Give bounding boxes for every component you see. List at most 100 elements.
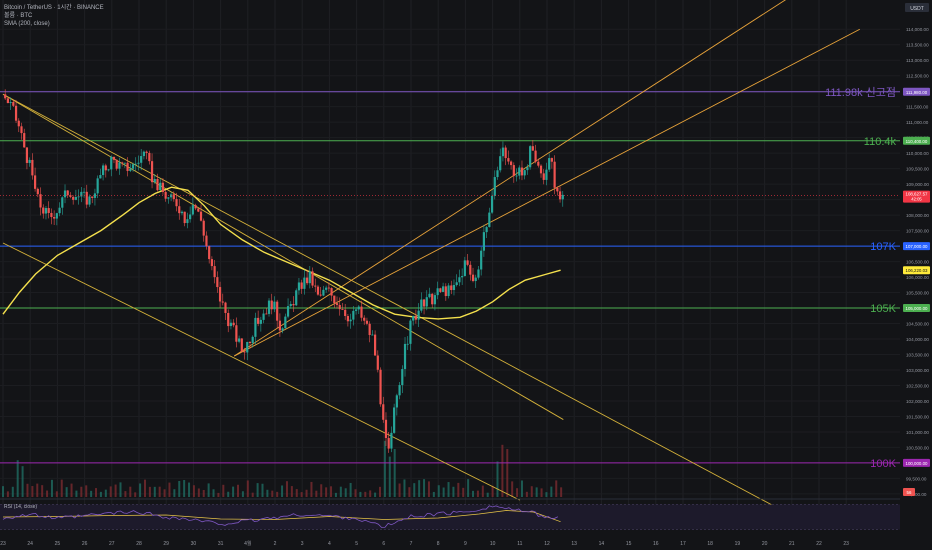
volume-bar	[207, 483, 210, 497]
volume-bar	[550, 486, 553, 497]
volume-bar	[496, 461, 499, 497]
candle-body	[341, 309, 344, 310]
candle-body	[539, 165, 543, 174]
candle-body	[305, 277, 309, 284]
volume-bar	[271, 490, 274, 497]
candle-body	[39, 194, 42, 208]
candle-body	[257, 317, 260, 324]
time-tick-label: 25	[55, 541, 61, 547]
candle-body	[518, 167, 521, 176]
volume-bar	[178, 480, 181, 497]
candle-body	[531, 146, 534, 151]
time-tick-label: 18	[707, 541, 713, 547]
time-axis: 23 24 25 26 27 28 29 30 31 4월 2 3 4 5 6 7 8 9 10 11 12 13 14 15…	[0, 535, 900, 550]
level-tag-value: 107,000.00	[906, 244, 929, 249]
candle-body	[455, 282, 458, 286]
candle-body	[229, 322, 233, 327]
candle-body	[292, 304, 295, 306]
price-tick-label: 113,500.00	[906, 43, 929, 48]
candle-body	[542, 173, 545, 180]
candle-body	[58, 207, 61, 214]
candle-body	[368, 323, 371, 335]
volume-bar	[41, 485, 44, 497]
volume-bar	[427, 481, 430, 497]
candle-body	[66, 190, 69, 196]
chart-legend: Bitcoin / TetherUS · 1시간 · BINANCE 볼륨 · …	[4, 4, 104, 28]
candle-body	[150, 161, 154, 183]
candle-body	[99, 175, 102, 179]
time-tick-label: 11	[517, 541, 522, 547]
volume-bar	[330, 486, 333, 497]
candle-body	[118, 162, 121, 169]
level-tag	[903, 136, 930, 145]
candle-body	[93, 193, 97, 198]
price-tick-label: 104,500.00	[906, 322, 929, 327]
candle-body	[164, 191, 167, 199]
candle-body	[526, 167, 529, 171]
candle-body	[384, 419, 388, 439]
volume-bar	[418, 480, 421, 497]
volume-bar	[374, 492, 377, 497]
candle-body	[251, 336, 254, 344]
candle-body	[556, 187, 559, 192]
candle-body	[496, 170, 499, 178]
candle-body	[216, 277, 219, 288]
candle-body	[376, 355, 379, 370]
grid	[2, 0, 847, 530]
candle-body	[224, 302, 227, 313]
price-tick-label: 104,000.00	[906, 337, 929, 342]
volume-bar	[290, 486, 293, 497]
candle-body	[447, 285, 450, 297]
volume-bar	[188, 482, 191, 497]
volume-bar	[153, 486, 156, 497]
time-tick-label: 4	[328, 541, 331, 547]
candle-body	[218, 287, 222, 302]
volume-bar	[70, 483, 73, 497]
volume-bar	[403, 479, 406, 497]
volume-bar	[212, 489, 215, 497]
trendline	[2, 242, 521, 501]
volume-bar	[525, 491, 528, 497]
candle-body	[153, 179, 156, 183]
time-tick-label: 10	[490, 541, 496, 547]
volume-bar	[75, 490, 78, 497]
candle-body	[191, 205, 194, 215]
volume-bar	[388, 456, 391, 497]
time-tick-label: 8	[437, 541, 440, 547]
price-tick-label: 99,000.00	[906, 492, 927, 497]
candle-body	[61, 197, 64, 208]
candle-body	[88, 196, 91, 205]
candles	[4, 89, 564, 453]
candle-body	[4, 94, 7, 99]
volume-bar	[467, 479, 470, 497]
candle-body	[365, 320, 369, 324]
time-tick-label: 7	[410, 541, 413, 547]
volume-bars	[2, 440, 563, 497]
candle-body	[507, 158, 510, 162]
candle-body	[409, 320, 412, 344]
volume-bar	[2, 486, 4, 497]
candle-body	[221, 301, 224, 303]
price-tick-label: 103,500.00	[906, 353, 929, 358]
candle-body	[398, 385, 401, 396]
candle-body	[74, 196, 77, 200]
candle-body	[433, 295, 437, 305]
candle-body	[354, 309, 358, 311]
candle-body	[284, 316, 287, 329]
price-tick-label: 101,500.00	[906, 414, 929, 419]
candle-body	[91, 196, 94, 198]
candle-body	[278, 320, 281, 331]
candle-body	[297, 282, 301, 291]
candle-body	[371, 334, 374, 336]
sma-line-label: SMA (200, close)	[4, 21, 50, 27]
volume-bar	[442, 487, 445, 497]
candle-body	[308, 271, 311, 284]
volume-bar	[506, 449, 509, 497]
candle-body	[439, 288, 442, 292]
volume-bar	[437, 485, 440, 497]
volume-bar	[232, 486, 235, 497]
trendline	[2, 93, 793, 516]
current-price-countdown: 42:05	[911, 197, 922, 202]
volume-line: 볼륨 · BTC	[4, 13, 33, 19]
